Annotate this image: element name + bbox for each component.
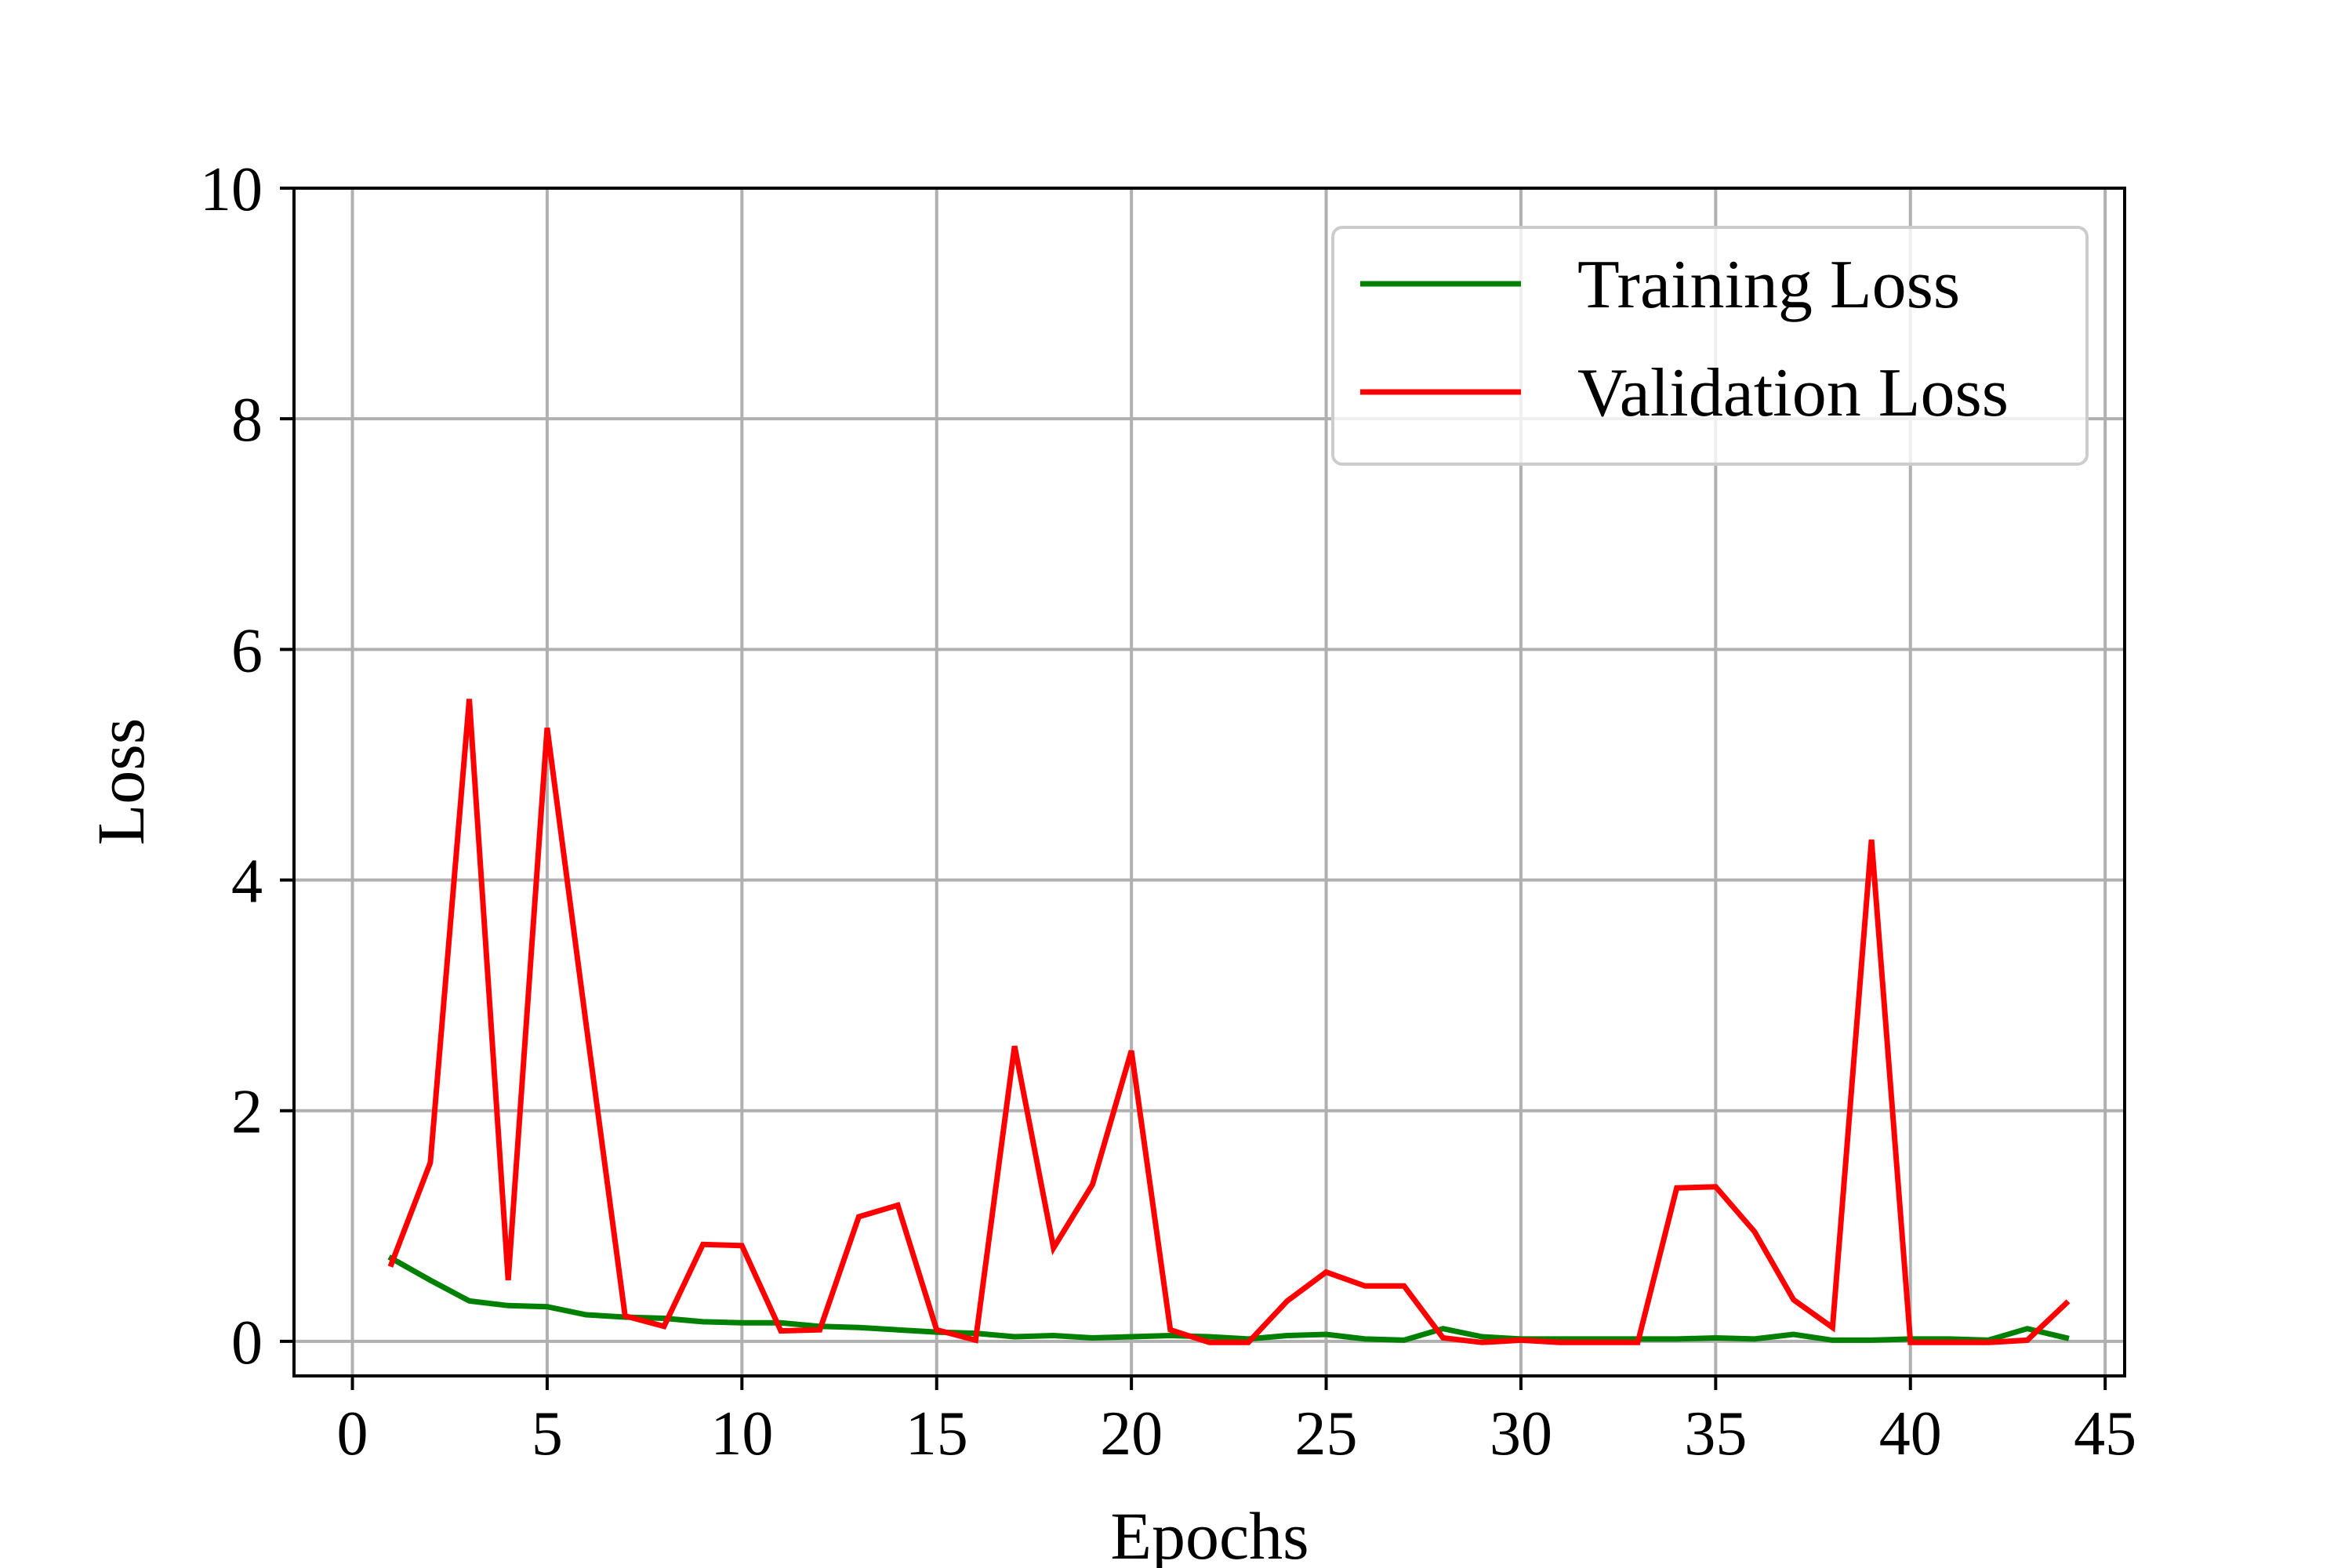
series-line-validation-loss bbox=[387, 699, 2071, 1345]
series-line-training-loss bbox=[387, 1254, 2070, 1343]
legend: Training Loss Validation Loss bbox=[1331, 226, 2089, 466]
x-axis: 0 5 10 15 20 25 30 35 40 45 bbox=[337, 1376, 2136, 1468]
x-tick-label: 35 bbox=[1684, 1399, 1747, 1468]
x-tick-label: 5 bbox=[532, 1399, 563, 1468]
legend-box bbox=[1331, 226, 2089, 466]
legend-label-validation-loss: Validation Loss bbox=[1577, 355, 2009, 431]
x-tick-label: 30 bbox=[1490, 1399, 1552, 1468]
x-tick-label: 20 bbox=[1100, 1399, 1163, 1468]
legend-label-training-loss: Training Loss bbox=[1577, 247, 1960, 323]
series-lines bbox=[387, 699, 2071, 1345]
y-tick-label: 4 bbox=[231, 848, 263, 916]
plot-frame bbox=[292, 187, 2126, 1377]
y-tick-label: 8 bbox=[231, 386, 263, 455]
x-tick-label: 0 bbox=[337, 1399, 368, 1468]
x-tick-label: 10 bbox=[710, 1399, 773, 1468]
y-axis-title: Loss bbox=[83, 718, 158, 845]
x-tick-label: 40 bbox=[1879, 1399, 1942, 1468]
y-axis: 0 2 4 6 8 10 bbox=[200, 155, 294, 1377]
x-tick-label: 15 bbox=[906, 1399, 968, 1468]
y-tick-label: 6 bbox=[231, 616, 263, 685]
x-axis-title: Epochs bbox=[1110, 1498, 1308, 1568]
x-tick-label: 25 bbox=[1295, 1399, 1358, 1468]
y-tick-label: 10 bbox=[200, 155, 263, 224]
x-tick-label: 45 bbox=[2074, 1399, 2136, 1468]
y-tick-label: 2 bbox=[231, 1078, 263, 1147]
y-tick-label: 0 bbox=[231, 1308, 263, 1377]
